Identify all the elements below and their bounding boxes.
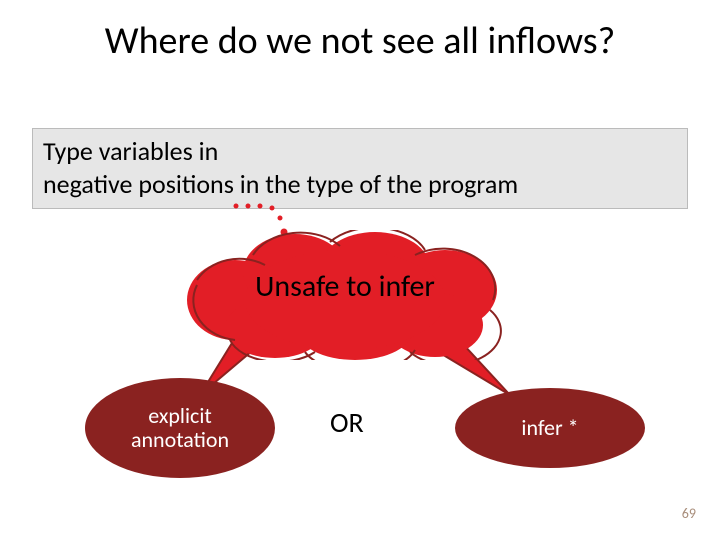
or-label: OR bbox=[330, 405, 364, 440]
cloud-text: Unsafe to infer bbox=[175, 268, 515, 305]
info-line-2: negative positions in the type of the pr… bbox=[43, 168, 677, 201]
oval-explicit-annotation: explicit annotation bbox=[85, 378, 275, 478]
info-box: Type variables in negative positions in … bbox=[32, 128, 688, 209]
slide-title: Where do we not see all inflows? bbox=[0, 18, 720, 64]
info-line-1: Type variables in bbox=[43, 135, 677, 168]
oval-left-line2: annotation bbox=[131, 428, 229, 452]
oval-left-line1: explicit bbox=[131, 404, 229, 428]
oval-right-text: infer * bbox=[521, 416, 578, 440]
page-number: 69 bbox=[682, 505, 696, 522]
oval-infer-star: infer * bbox=[455, 388, 645, 468]
